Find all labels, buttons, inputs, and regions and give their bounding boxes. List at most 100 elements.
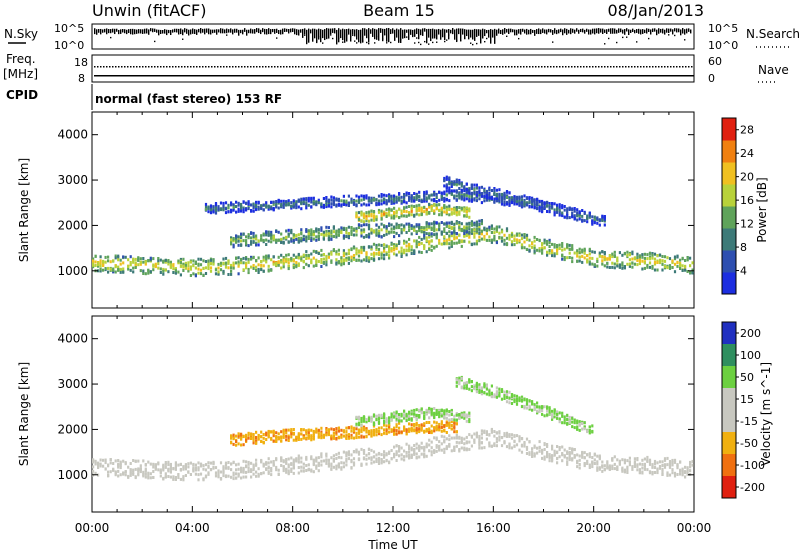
cell-1-0 — [99, 464, 102, 468]
cell-0-3 — [372, 197, 376, 201]
cell-1-0 — [350, 458, 353, 462]
nave-mark — [658, 66, 660, 68]
cell-0-1 — [267, 233, 270, 237]
noise-mark — [188, 29, 190, 36]
cell-0-0 — [450, 244, 453, 248]
cell-0-4 — [500, 197, 504, 201]
cell-0-3 — [300, 197, 303, 201]
cell-0-1 — [272, 237, 275, 241]
cell-0-4 — [576, 214, 579, 218]
cell-0-0 — [240, 257, 243, 261]
freq-mark — [424, 75, 427, 77]
cell-1-0 — [124, 470, 127, 474]
freq-mark — [559, 75, 562, 77]
cell-0-1 — [367, 235, 371, 239]
freq-mark — [577, 75, 580, 77]
cell-0-0 — [92, 261, 95, 265]
cell-1-0 — [260, 459, 263, 463]
cell-0-3 — [533, 200, 536, 204]
freq-mark — [412, 75, 415, 77]
nave-mark — [397, 66, 399, 68]
cell-1-0 — [287, 457, 290, 461]
noise-mark — [392, 28, 394, 34]
cell-1-0 — [455, 440, 458, 444]
cell-0-1 — [400, 223, 403, 227]
cell-0-0 — [245, 261, 248, 265]
search-noise-mark — [674, 34, 676, 37]
cell-1-0 — [638, 468, 641, 472]
cell-0-0 — [179, 264, 182, 268]
noise-mark — [628, 29, 630, 36]
cell-0-3 — [395, 197, 398, 201]
cell-0-0 — [292, 253, 295, 257]
cell-0-0 — [360, 245, 363, 249]
y-tick-label-0-2: 3000 — [57, 173, 88, 187]
cell-0-0 — [157, 257, 160, 260]
cell-0-1 — [352, 227, 356, 231]
cell-0-0 — [653, 262, 657, 266]
cell-0-4 — [460, 182, 463, 186]
cell-1-0 — [262, 462, 265, 466]
cell-0-3 — [508, 196, 511, 200]
freq-mark — [445, 75, 448, 77]
noise-mark — [528, 29, 530, 35]
cell-1-0 — [230, 462, 233, 466]
cell-0-4 — [531, 200, 534, 204]
cell-0-0 — [352, 257, 356, 261]
cell-0-1 — [375, 223, 378, 227]
cell-1-0 — [252, 472, 255, 476]
cell-0-3 — [280, 204, 283, 208]
cell-0-1 — [232, 237, 235, 240]
cell-0-0 — [327, 255, 330, 259]
cell-0-0 — [300, 255, 303, 259]
cell-0-3 — [257, 207, 260, 211]
noise-mark — [192, 28, 194, 34]
noise-mark — [620, 28, 622, 33]
nave-label: Nave — [758, 63, 789, 77]
cell-1-0 — [112, 468, 115, 472]
nave-mark — [310, 66, 312, 68]
nave-mark — [313, 66, 315, 68]
cell-0-0 — [653, 268, 657, 272]
cell-0-0 — [603, 252, 606, 256]
cell-0-0 — [212, 261, 215, 264]
cell-0-2 — [465, 206, 468, 210]
cell-0-0 — [493, 227, 496, 231]
cell-0-4 — [478, 186, 481, 190]
cell-0-1 — [445, 221, 448, 225]
cell-0-4 — [443, 184, 446, 188]
cell-0-2 — [450, 207, 453, 211]
noise-mark — [94, 28, 96, 35]
cell-0-1 — [377, 225, 381, 229]
noise-mark — [108, 29, 110, 34]
nave-mark — [253, 66, 255, 68]
cell-1-0 — [222, 467, 225, 471]
cell-1-0 — [428, 443, 431, 447]
cell-0-0 — [202, 259, 205, 263]
cell-0-0 — [149, 256, 152, 260]
cell-1-0 — [250, 469, 253, 473]
cell-0-1 — [350, 226, 353, 229]
cell-1-1 — [292, 428, 295, 431]
cell-0-3 — [433, 190, 436, 194]
cell-1-0 — [405, 454, 408, 458]
cell-0-2 — [448, 206, 451, 210]
nave-mark — [562, 66, 564, 68]
cell-1-0 — [197, 461, 200, 465]
freq-mark — [502, 75, 505, 77]
cell-1-0 — [438, 448, 441, 452]
cell-0-3 — [295, 203, 298, 207]
cell-0-0 — [209, 269, 213, 273]
freq-mark — [352, 75, 355, 77]
cell-0-4 — [495, 192, 498, 196]
cell-0-0 — [312, 264, 315, 268]
cell-0-1 — [325, 229, 328, 233]
cell-1-0 — [458, 435, 461, 439]
cell-0-1 — [245, 235, 248, 239]
cell-0-0 — [377, 247, 381, 251]
cell-1-0 — [325, 459, 328, 462]
freq-mark — [103, 75, 106, 77]
cell-0-2 — [460, 207, 463, 211]
search-noise-mark — [436, 41, 438, 43]
nave-mark — [682, 66, 684, 68]
